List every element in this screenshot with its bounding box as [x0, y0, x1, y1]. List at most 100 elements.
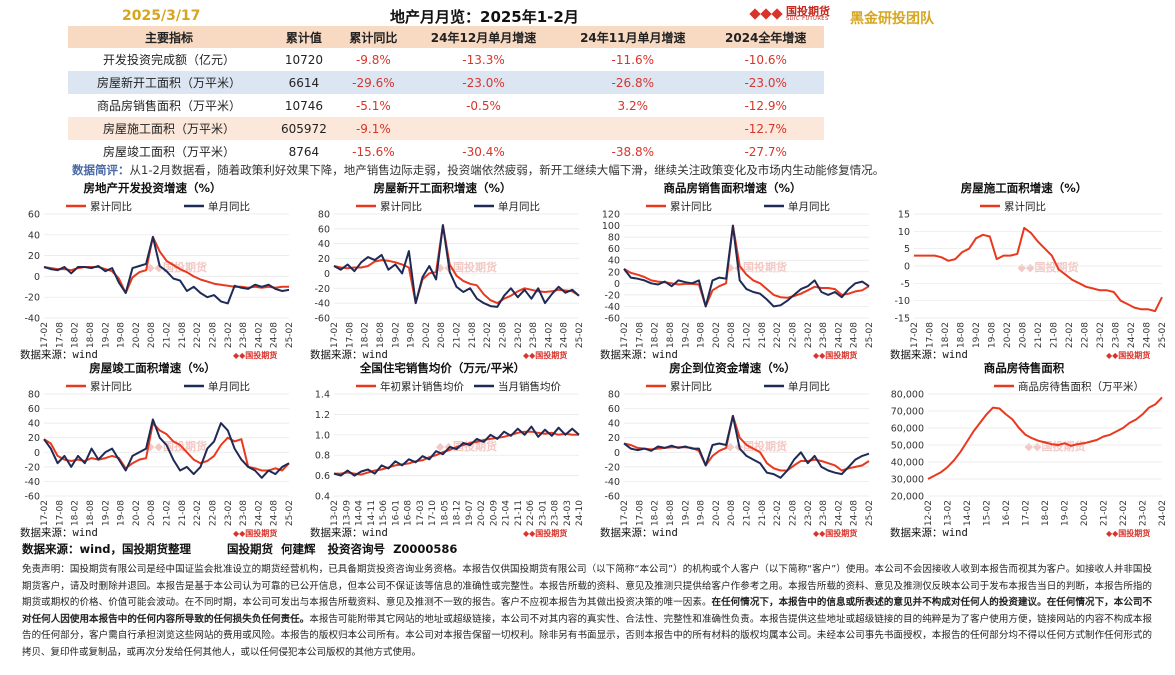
- x-tick-label: 20-02: [712, 500, 722, 526]
- row-name: 房屋新开工面积（万平米）: [68, 71, 270, 94]
- x-tick-label: 20-02: [132, 500, 142, 526]
- x-tick-label: 19-08: [117, 322, 127, 348]
- y-tick-label: 60,000: [891, 424, 924, 435]
- y-tick-label: 80,000: [891, 390, 924, 401]
- x-tick-label: 21-08: [178, 322, 188, 348]
- x-tick-label: 24-08: [270, 500, 280, 526]
- x-tick-label: 18-08: [666, 500, 676, 526]
- row-value: 10720: [284, 52, 324, 67]
- legend-label: 商品房待售面积（万平米）: [1018, 380, 1144, 393]
- x-tick-label: 20-08: [437, 322, 447, 348]
- chart-construction: 房屋施工面积增速（%） ◆◆国投期货 15 10 5 0 -5 -10 -15 17-02 17-0…: [880, 180, 1168, 360]
- y-tick-label: 40,000: [891, 458, 924, 469]
- x-tick-label: 16-01: [391, 500, 401, 526]
- x-tick-label: 17-08: [55, 500, 65, 526]
- x-tick-label: 23-02: [224, 322, 234, 348]
- row-value: 605972: [269, 117, 338, 140]
- y-tick-label: 60: [28, 210, 40, 221]
- y-tick-label: 20: [28, 251, 40, 262]
- x-tick-label: 24-08: [850, 322, 860, 348]
- x-tick-label: 18-08: [957, 322, 967, 348]
- series-line: [43, 235, 290, 305]
- chart-completion: 房屋竣工面积增速（%） ◆◆国投期货 80 60 40 20 0 -20 -40 -60 17-02…: [10, 360, 295, 538]
- x-tick-label: 19-08: [697, 500, 707, 526]
- x-tick-label: 25-02: [575, 322, 585, 348]
- x-tick-label: 23-01: [538, 500, 548, 526]
- x-tick-label: 21-02: [163, 500, 173, 526]
- chart-sales-area: 商品房销售面积增速（%） ◆◆国投期货 120 100 80 60 40 20 0 -20 -40-…: [590, 180, 875, 360]
- team-name: 黑金研投团队: [850, 11, 934, 27]
- x-tick-label: 23-08: [529, 322, 539, 348]
- chart-svg: 全国住宅销售均价（万元/平米）◆◆国投期货1.41.21.00.80.60.41…: [310, 361, 585, 538]
- y-tick-label: 60: [318, 224, 330, 235]
- row-dec: [408, 117, 559, 140]
- chart-watermark: ◆◆国投期货: [436, 260, 497, 274]
- series-line: [334, 430, 579, 476]
- x-tick-label: 22-02: [773, 500, 783, 526]
- chart-watermark: ◆◆国投期货: [1018, 260, 1079, 274]
- x-tick-label: 22-06: [526, 500, 536, 526]
- comment-label: 数据简评：: [72, 163, 130, 177]
- x-tick-label: 17-02: [40, 322, 50, 348]
- x-tick-label: 17-08: [926, 322, 936, 348]
- y-tick-label: -10: [894, 296, 910, 307]
- series-line: [333, 224, 580, 308]
- y-tick-label: 120: [602, 210, 620, 221]
- x-tick-label: 20-08: [147, 500, 157, 526]
- chart-title: 房屋竣工面积增速（%）: [89, 361, 216, 375]
- row-dec: -30.4%: [462, 144, 505, 159]
- chart-inventory: 商品房待售面积 ◆◆国投期货 80,000 70,000 60,000 50,000 40,…: [880, 360, 1168, 538]
- footer-source: 数据来源：wind，国投期货整理: [22, 542, 191, 556]
- x-tick-label: 23-08: [819, 322, 829, 348]
- footer-source-line: 数据来源：wind，国投期货整理 国投期货 何建辉 投资咨询号 Z0000586: [22, 541, 457, 557]
- chart-logo: ◆◆国投期货: [1106, 350, 1150, 360]
- x-tick-label: 23-08: [551, 500, 561, 526]
- x-tick-label: 20-02: [1080, 500, 1090, 526]
- row-name: 商品房销售面积（万平米）: [96, 99, 241, 113]
- x-tick-label: 22-02: [483, 322, 493, 348]
- y-tick-label: 40: [318, 239, 330, 250]
- report-date: 2025/3/17: [122, 8, 201, 24]
- y-tick-label: 60: [28, 404, 40, 415]
- x-tick-label: 12-02: [924, 500, 934, 526]
- x-tick-label: 21-08: [178, 500, 188, 526]
- chart-svg: 房企到位资金增速（%） ◆◆国投期货 80 60 40 20 0 -20 -40 -6017-02…: [600, 361, 875, 538]
- chart-source: 数据来源：wind: [20, 526, 98, 538]
- x-tick-label: 20-08: [1019, 322, 1029, 348]
- x-tick-label: 25-02: [1158, 322, 1168, 348]
- y-tick-label: -60: [24, 492, 40, 503]
- chart-svg: 商品房待售面积 ◆◆国投期货 80,000 70,000 60,000 50,000 40,…: [890, 361, 1168, 538]
- x-tick-label: 17-08: [635, 500, 645, 526]
- series-line: [333, 224, 580, 305]
- y-tick-label: -40: [24, 314, 40, 325]
- chart-logo: ◆◆国投期货: [523, 528, 567, 538]
- chart-title: 房屋施工面积增速（%）: [961, 181, 1088, 195]
- chart-investment: 房地产开发投资增速（%） ◆◆国投期货 60 40 20 0 -20 -40 17-02 17-0…: [10, 180, 295, 360]
- col-indicator: 主要指标: [68, 26, 270, 48]
- x-tick-label: 21-02: [743, 500, 753, 526]
- table-row: 开发投资完成额（亿元） 10720 -9.8% -13.3% -11.6% -1…: [68, 48, 824, 71]
- chart-source: 数据来源：wind: [890, 348, 968, 360]
- legend-label: 累计同比: [1004, 200, 1046, 213]
- table-row: 房屋竣工面积（万平米） 8764 -15.6% -30.4% -38.8% -2…: [68, 140, 824, 163]
- chart-title: 全国住宅销售均价（万元/平米）: [359, 361, 525, 375]
- row-nov: -26.8%: [558, 71, 708, 94]
- series-line: [333, 425, 580, 477]
- y-tick-label: -40: [604, 477, 620, 488]
- row-name: 房屋施工面积（万平米）: [68, 117, 270, 140]
- x-tick-label: 19-02: [101, 322, 111, 348]
- x-tick-label: 23-02: [514, 322, 524, 348]
- x-tick-label: 24-10: [575, 500, 585, 526]
- x-tick-label: 19-02: [1061, 500, 1071, 526]
- y-tick-label: -60: [604, 314, 620, 325]
- y-tick-label: 10: [898, 227, 910, 238]
- x-tick-label: 19-02: [681, 500, 691, 526]
- x-tick-label: 17-03: [416, 500, 426, 526]
- chart-logo: ◆◆国投期货: [233, 350, 277, 360]
- y-tick-label: 80: [608, 233, 620, 244]
- data-comment: 数据简评：从1-2月数据看，随着政策利好效果下降，地产销售边际走弱，投资端依然疲…: [72, 162, 884, 178]
- legend-label: 累计同比: [380, 200, 422, 213]
- x-tick-label: 19-08: [697, 322, 707, 348]
- chart-source: 数据来源：wind: [600, 526, 678, 538]
- y-tick-label: -20: [604, 462, 620, 473]
